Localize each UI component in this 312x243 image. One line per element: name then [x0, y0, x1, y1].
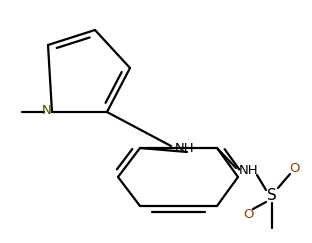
Text: O: O — [290, 162, 300, 174]
Text: S: S — [267, 188, 277, 202]
Text: NH: NH — [239, 164, 259, 176]
Text: N: N — [42, 104, 52, 118]
Text: NH: NH — [175, 141, 195, 155]
Text: O: O — [243, 208, 253, 222]
